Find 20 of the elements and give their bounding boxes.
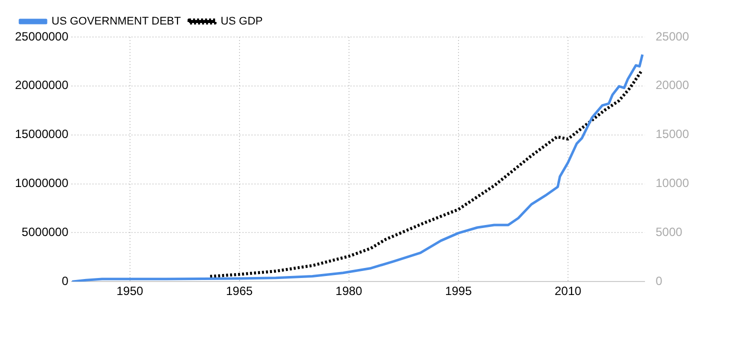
x-tick-label: 2010 [554, 284, 582, 298]
y-tick-label: 0 [62, 274, 69, 288]
y-tick-label: 5000000 [22, 224, 69, 239]
x-tick-label: 1980 [336, 284, 363, 298]
legend-label: US GDP [220, 16, 263, 28]
y2-tick-label: 10000 [656, 176, 690, 190]
y2-tick-label: 20000 [656, 78, 690, 92]
y2-tick-label: 0 [656, 274, 663, 288]
y-tick-label: 15000000 [15, 127, 69, 142]
y-tick-label: 25000000 [15, 29, 69, 44]
x-tick-label: 1950 [116, 284, 144, 298]
y2-tick-label: 25000 [656, 29, 690, 44]
y-tick-label: 10000000 [15, 176, 69, 190]
legend-label: US GOVERNMENT DEBT [52, 16, 182, 28]
x-tick-label: 1965 [226, 284, 254, 298]
line-series [208, 70, 642, 278]
y2-tick-label: 15000 [656, 127, 690, 142]
y-tick-label: 20000000 [15, 78, 69, 92]
x-tick-label: 1995 [445, 284, 472, 298]
y2-tick-label: 5000 [656, 224, 683, 239]
